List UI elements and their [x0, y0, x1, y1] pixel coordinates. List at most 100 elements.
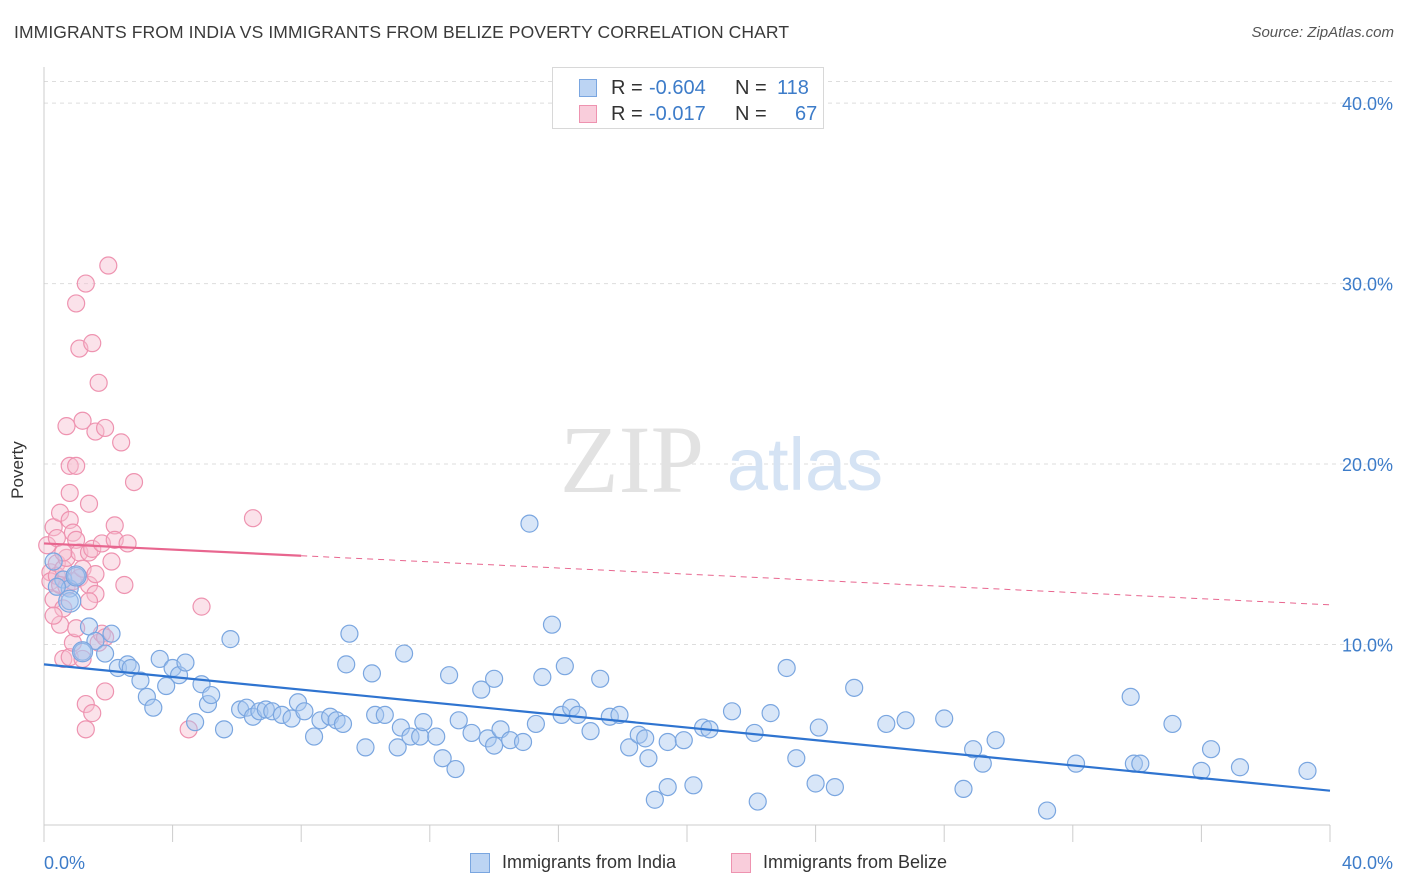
watermark-zip: ZIP [560, 406, 704, 513]
r-label: R = [611, 103, 643, 125]
india-point [513, 732, 533, 752]
belize-point [99, 256, 118, 275]
chart-title: IMMIGRANTS FROM INDIA VS IMMIGRANTS FROM… [14, 22, 790, 42]
belize-trend-extension [301, 555, 1331, 606]
india-point [333, 714, 353, 734]
india-point [973, 754, 992, 773]
belize-point [60, 483, 79, 503]
india-point [526, 714, 545, 734]
india-point [877, 714, 896, 734]
india-point [748, 792, 767, 811]
india-point [67, 566, 86, 586]
india-point [256, 700, 275, 719]
india-point [1131, 754, 1150, 773]
india-point [610, 705, 629, 725]
india-point [60, 592, 79, 611]
belize-point [73, 411, 92, 430]
india-point [73, 642, 92, 661]
india-point [150, 649, 169, 669]
x-tick-label: 40.0% [1342, 853, 1393, 873]
belize-trend-line [43, 542, 302, 557]
india-point [102, 624, 121, 643]
belize-point [83, 704, 102, 723]
r-value: -0.017 [649, 103, 706, 125]
india-point [787, 749, 806, 768]
belize-series [38, 256, 263, 739]
n-value: 118 [777, 77, 809, 99]
india-point [433, 749, 452, 768]
india-point [401, 727, 420, 746]
india-point [449, 711, 468, 730]
india-point [954, 779, 973, 799]
india-point [362, 664, 382, 683]
legend-row-india: R = -0.604 N = 118 [553, 75, 823, 101]
india-point [144, 698, 163, 717]
india-point [131, 671, 150, 690]
india-point [472, 680, 491, 699]
x-tick-label: 0.0% [44, 853, 85, 873]
belize-point [54, 649, 73, 669]
india-point [71, 641, 94, 663]
india-point [674, 731, 693, 750]
india-point [186, 713, 205, 732]
legend-row-belize: R = -0.017 N = 67 [553, 101, 823, 127]
belize-point [118, 534, 137, 553]
india-point [202, 685, 221, 705]
source-label: Source: ZipAtlas.com [1251, 24, 1394, 41]
belize-point [67, 294, 86, 313]
correlation-legend: R = -0.604 N = 118 R = -0.017 N = 67 [552, 67, 824, 129]
belize-point [79, 592, 99, 611]
india-swatch [579, 79, 597, 97]
india-point [157, 676, 176, 696]
belize-point [86, 584, 105, 604]
india-point [1230, 758, 1250, 777]
belize-swatch [579, 105, 597, 123]
india-point [581, 722, 600, 741]
r-value: -0.604 [649, 77, 706, 99]
india-point [137, 687, 156, 706]
india-point [591, 669, 610, 688]
belize-point [112, 433, 131, 452]
india-point [221, 630, 240, 649]
watermark: ZIP atlas [560, 406, 883, 513]
india-point [645, 790, 664, 809]
india-point [845, 678, 864, 697]
belize-point [95, 418, 115, 438]
india-point [478, 729, 497, 748]
india-point [311, 711, 330, 730]
india-point [1201, 740, 1221, 759]
india-point [44, 552, 63, 571]
india-point [896, 711, 915, 730]
india-point [214, 720, 234, 739]
india-point [639, 749, 658, 768]
india-point [95, 644, 115, 663]
belize-point [105, 516, 124, 535]
india-point [411, 727, 430, 746]
india-point [295, 702, 314, 721]
india-point [568, 705, 587, 725]
india-point [809, 718, 828, 737]
r-label: R = [611, 77, 643, 99]
belize-point [76, 694, 95, 714]
belize-point [115, 575, 134, 595]
belize-point [86, 422, 105, 441]
belize-legend-label: Immigrants from Belize [763, 852, 948, 872]
belize-point [38, 536, 57, 555]
india-point [1298, 761, 1317, 780]
india-point [1192, 761, 1211, 780]
belize-point [243, 509, 263, 528]
india-point [658, 732, 677, 752]
belize-point [44, 606, 63, 625]
belize-point [83, 334, 102, 353]
india-point [337, 655, 356, 674]
belize-point [67, 456, 86, 475]
y-tick-label: 20.0% [1342, 455, 1393, 475]
india-point [288, 693, 308, 712]
india-point [439, 666, 459, 685]
y-tick-label: 30.0% [1342, 275, 1393, 295]
india-legend-label: Immigrants from India [502, 852, 677, 872]
india-point [1163, 714, 1182, 734]
belize-point [192, 597, 211, 616]
axes [43, 67, 1331, 842]
india-series [44, 514, 1317, 820]
